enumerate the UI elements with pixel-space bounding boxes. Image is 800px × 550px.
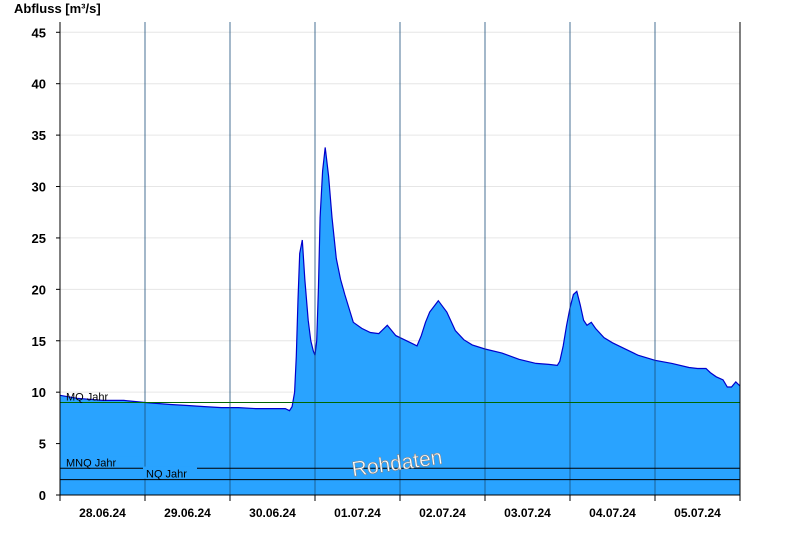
y-tick-label: 25: [32, 231, 46, 246]
y-tick-label: 45: [32, 25, 46, 40]
y-tick-label: 35: [32, 128, 46, 143]
reference-label: NQ Jahr: [146, 469, 187, 481]
day-separator-lines: [144, 22, 656, 495]
x-tick-label: 02.07.24: [419, 506, 466, 520]
x-tick-label: 03.07.24: [504, 506, 551, 520]
x-tick-label: 28.06.24: [79, 506, 126, 520]
y-tick-label: 40: [32, 77, 46, 92]
x-tick-label: 30.06.24: [249, 506, 296, 520]
x-tick-labels: 28.06.24 29.06.24 30.06.24 01.07.24 02.07.24…: [59, 495, 741, 520]
y-tick-label: 15: [32, 334, 46, 349]
y-tick-label: 30: [32, 180, 46, 195]
reference-lines: MQ Jahr MNQ Jahr NQ Jahr: [60, 391, 740, 481]
reference-label: MNQ Jahr: [66, 457, 116, 469]
y-tick-labels: 0 5 10 15 20 25 30 35 40 45: [32, 25, 60, 503]
y-tick-label: 0: [39, 488, 46, 503]
series-line: [59, 147, 741, 412]
reference-label-bg: [64, 456, 142, 468]
y-tick-label: 5: [39, 437, 46, 452]
x-tick-label: 05.07.24: [674, 506, 721, 520]
x-tick-label: 29.06.24: [164, 506, 211, 520]
x-tick-label: 04.07.24: [589, 506, 636, 520]
reference-label: MQ Jahr: [66, 391, 109, 403]
y-tick-label: 10: [32, 385, 46, 400]
reference-label-bg: [143, 466, 197, 479]
y-tick-label: 20: [32, 282, 46, 297]
y-axis-label: Abfluss [m³/s]: [14, 1, 101, 16]
x-tick-label: 01.07.24: [334, 506, 381, 520]
